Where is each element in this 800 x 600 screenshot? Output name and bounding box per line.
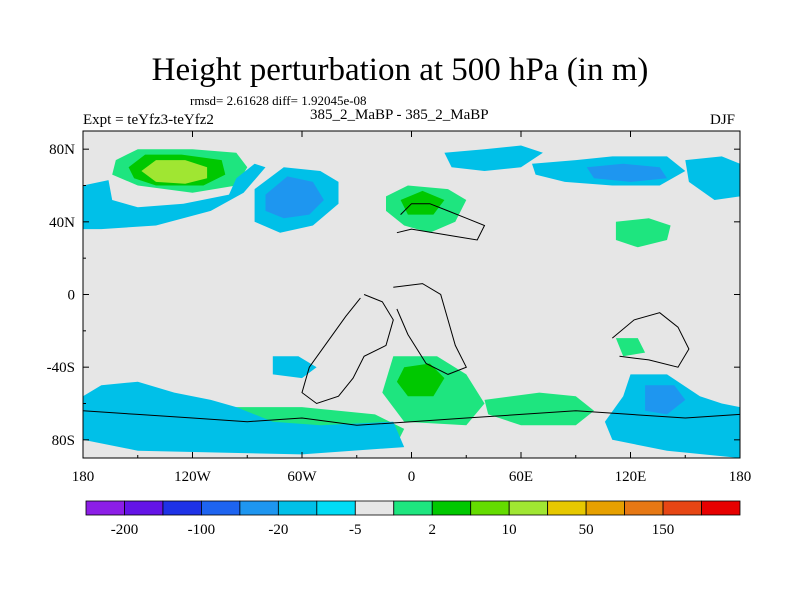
colorbar-label: -100 <box>188 522 216 538</box>
y-tick-label: -40S <box>47 360 75 376</box>
colorbar-swatch <box>701 500 741 516</box>
season-label: DJF <box>710 112 736 128</box>
y-tick-label: 40N <box>49 215 75 231</box>
colorbar-swatch <box>316 500 356 516</box>
coastline-north-africa-europe-coast <box>396 203 486 241</box>
colorbar-swatch <box>124 500 164 516</box>
colorbar-label: -200 <box>111 522 139 538</box>
coastline-africa-coast <box>393 283 467 375</box>
colorbar-label: 2 <box>428 522 436 538</box>
colorbar-label: -5 <box>349 522 362 538</box>
contour-region-south-pacific-low-core <box>645 385 686 415</box>
y-tick-label: 0 <box>68 288 76 304</box>
x-tick-label: 60W <box>287 469 317 485</box>
colorbar-swatch <box>662 500 702 516</box>
contour-region-south-atlantic-high-core <box>396 363 445 397</box>
contour-region-europe-high-core <box>400 190 445 215</box>
map-axes: 180 120W 60W 0 60E 120E 180 80N 40N 0 -40S 80S <box>47 130 752 485</box>
colorbar-swatch <box>354 500 395 516</box>
contour-region-east-arctic-low <box>685 156 740 200</box>
contour-region-asia-low-core <box>586 163 667 182</box>
x-tick-label: 60E <box>509 469 533 485</box>
colorbar-swatch <box>508 500 549 516</box>
y-tick-label: 80S <box>52 433 75 449</box>
y-tick-label: 80N <box>49 142 75 158</box>
contour-region-nw-pacific-high <box>615 218 671 248</box>
contour-region-south-pacific-low <box>604 374 740 458</box>
coastline-antarctica-coast <box>83 410 740 426</box>
coastline-south-america-coast <box>301 294 394 405</box>
colorbar-label: 10 <box>502 522 517 538</box>
contour-region-indian-ocean-high <box>615 338 646 357</box>
x-tick-label: 120W <box>174 469 212 485</box>
colorbar-swatch <box>393 500 433 516</box>
colorbar-swatch <box>201 500 241 516</box>
contour-region-southern-ocean-low <box>83 381 405 455</box>
contour-region-north-america-low-core <box>265 176 324 219</box>
contour-region-south-atlantic-low <box>272 356 317 379</box>
colorbar-label: -20 <box>268 522 288 538</box>
contour-region-north-pacific-high-core <box>141 160 208 184</box>
case-label: 385_2_MaBP - 385_2_MaBP <box>310 107 489 123</box>
experiment-label: Expt = teYfz3-teYfz2 <box>83 112 214 128</box>
colorbar-swatch <box>470 500 510 516</box>
contour-region-north-pacific-band <box>83 163 266 230</box>
colorbar-swatch <box>85 500 125 516</box>
chart-title: Height perturbation at 500 hPa (in m) <box>151 52 649 88</box>
colorbar: -200 -100 -20 -5 2 10 50 150 <box>85 500 741 538</box>
coastline-australia-coast <box>611 312 690 368</box>
x-tick-label: 0 <box>408 469 416 485</box>
colorbar-swatch <box>162 500 202 516</box>
x-tick-label: 180 <box>72 469 95 485</box>
x-tick-label: 180 <box>729 469 752 485</box>
colorbar-swatch <box>239 500 279 516</box>
colorbar-swatch <box>431 500 472 516</box>
x-tick-label: 120E <box>615 469 647 485</box>
stats-text: rmsd= 2.61628 diff= 1.92045e-08 <box>190 93 367 108</box>
map-plot <box>83 131 740 458</box>
colorbar-swatch <box>585 500 625 516</box>
colorbar-label: 150 <box>652 522 675 538</box>
colorbar-label: 50 <box>579 522 594 538</box>
colorbar-swatch <box>624 500 664 516</box>
colorbar-swatch <box>277 500 318 516</box>
contour-region-south-indian-high <box>484 392 594 426</box>
contour-region-arctic-low <box>444 145 543 171</box>
colorbar-swatch <box>547 500 587 516</box>
